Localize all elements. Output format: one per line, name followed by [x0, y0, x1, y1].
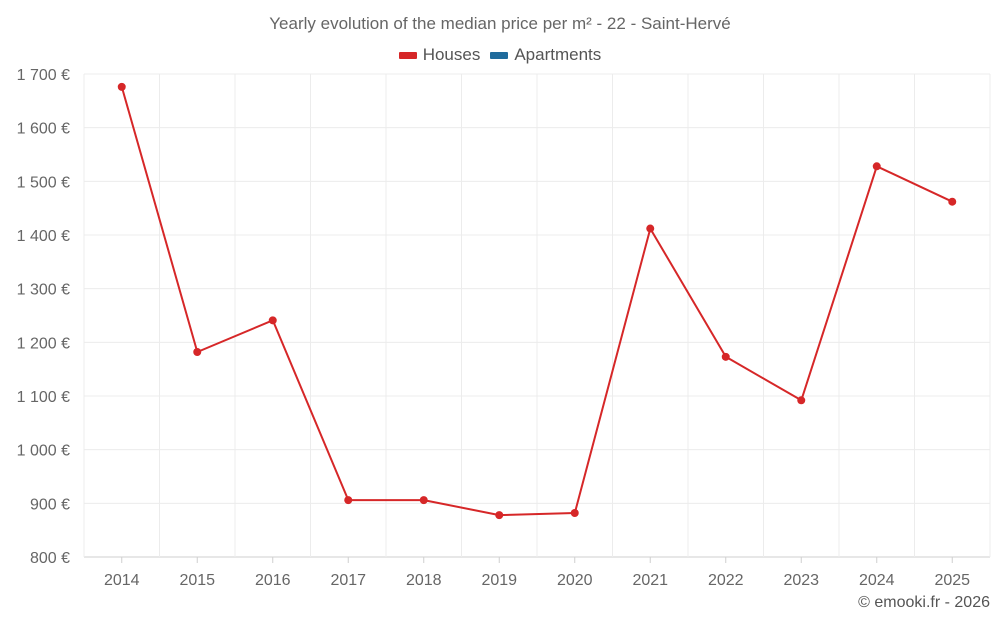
data-point[interactable] — [948, 197, 957, 206]
x-tick-label: 2018 — [406, 572, 442, 589]
x-tick-label: 2023 — [783, 572, 819, 589]
chart-title: Yearly evolution of the median price per… — [269, 14, 731, 33]
legend-swatch-apartments — [490, 51, 509, 59]
grid — [83, 73, 991, 558]
legend-swatch-houses — [398, 51, 417, 59]
x-axis-ticks: 2014 2015 2016 2017 2018 2019 2020 2021 2022 2023… — [104, 557, 970, 589]
credit-text: © emooki.fr - 2026 — [858, 594, 990, 611]
x-tick-label: 2016 — [255, 572, 291, 589]
data-point[interactable] — [193, 347, 202, 356]
data-point[interactable] — [570, 508, 579, 517]
y-tick-label: 1 000 € — [17, 443, 70, 460]
x-tick-label: 2020 — [557, 572, 593, 589]
data-point[interactable] — [268, 316, 277, 325]
data-point[interactable] — [117, 82, 126, 91]
y-tick-label: 1 300 € — [17, 282, 70, 299]
x-tick-label: 2017 — [330, 572, 366, 589]
x-tick-label: 2014 — [104, 572, 140, 589]
y-tick-label: 1 700 € — [17, 67, 70, 84]
y-tick-label: 900 € — [30, 496, 70, 513]
chart-legend: Houses Apartments — [0, 45, 1000, 65]
y-tick-label: 1 500 € — [17, 174, 70, 191]
x-tick-label: 2022 — [708, 572, 744, 589]
y-tick-label: 1 200 € — [17, 335, 70, 352]
legend-label-apartments: Apartments — [514, 45, 602, 64]
x-tick-label: 2015 — [179, 572, 215, 589]
y-axis-ticks: 800 € 900 € 1 000 € 1 100 € 1 200 € 1 300 € 1 … — [17, 67, 70, 567]
x-tick-label: 2021 — [632, 572, 668, 589]
data-point[interactable] — [646, 224, 655, 233]
series-layer — [117, 82, 957, 520]
data-point[interactable] — [419, 496, 428, 505]
data-point[interactable] — [344, 496, 353, 505]
y-tick-label: 1 400 € — [17, 228, 70, 245]
data-point[interactable] — [872, 162, 881, 171]
legend-item-houses[interactable]: Houses — [398, 45, 481, 65]
data-point[interactable] — [797, 396, 806, 405]
y-tick-label: 1 600 € — [17, 121, 70, 138]
x-tick-label: 2025 — [934, 572, 970, 589]
y-tick-label: 800 € — [30, 550, 70, 567]
data-point[interactable] — [495, 511, 504, 520]
data-point[interactable] — [721, 352, 730, 361]
legend-label-houses: Houses — [422, 45, 481, 64]
x-tick-label: 2019 — [481, 572, 517, 589]
series-line-houses — [120, 86, 953, 517]
y-tick-label: 1 100 € — [17, 389, 70, 406]
x-tick-label: 2024 — [859, 572, 895, 589]
legend-item-apartments[interactable]: Apartments — [490, 45, 601, 65]
